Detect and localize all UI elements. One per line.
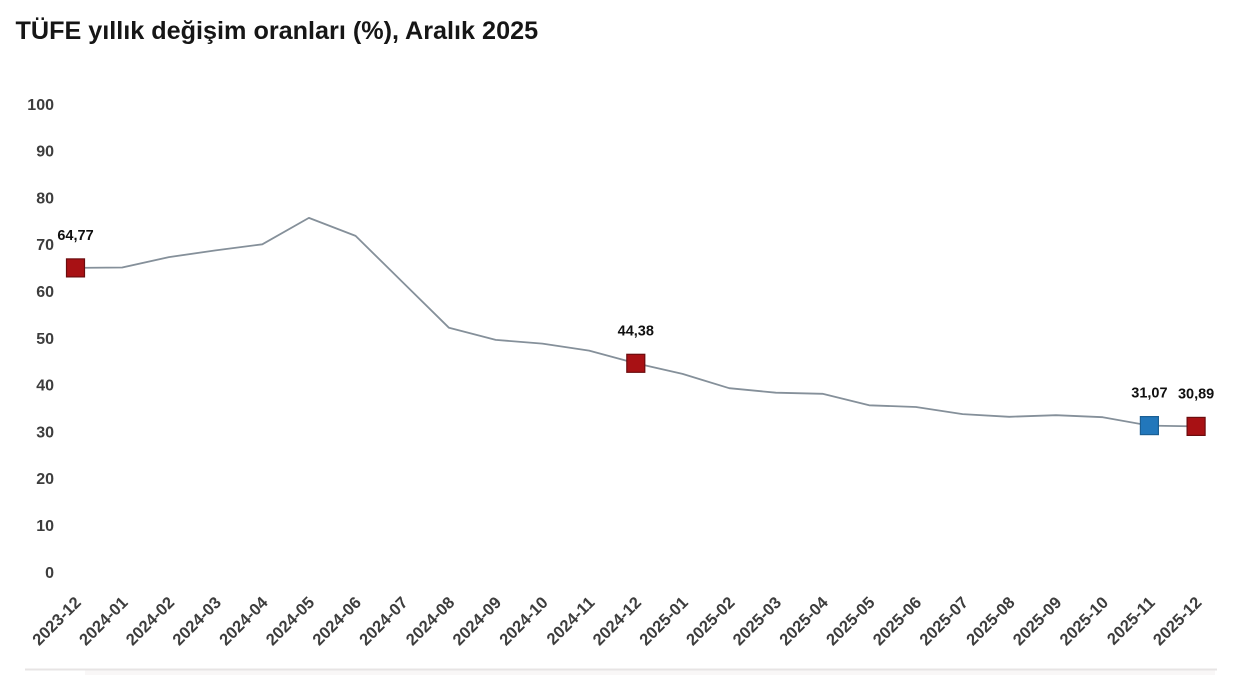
svg-text:10: 10	[36, 518, 54, 535]
svg-text:30,89: 30,89	[1178, 386, 1214, 402]
svg-text:70: 70	[36, 237, 54, 254]
svg-text:44,38: 44,38	[618, 323, 654, 339]
svg-text:64,77: 64,77	[57, 228, 93, 244]
svg-text:90: 90	[36, 144, 54, 161]
svg-text:20: 20	[36, 471, 54, 488]
svg-text:60: 60	[36, 284, 54, 301]
svg-text:0: 0	[45, 565, 54, 582]
svg-text:40: 40	[36, 378, 54, 395]
svg-text:TÜFE yıllık değişim oranları (: TÜFE yıllık değişim oranları (%), Aralık…	[16, 16, 539, 45]
svg-text:80: 80	[36, 190, 54, 207]
svg-text:50: 50	[36, 331, 54, 348]
svg-text:31,07: 31,07	[1131, 386, 1167, 402]
svg-text:100: 100	[27, 97, 54, 114]
svg-text:30: 30	[36, 424, 54, 441]
